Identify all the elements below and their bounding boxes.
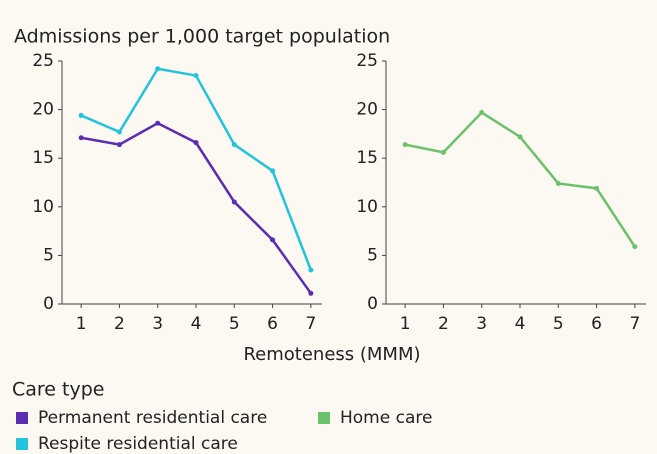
y-tick-label: 5: [367, 245, 378, 265]
y-tick-label: 15: [356, 148, 378, 168]
point: [270, 237, 276, 243]
x-tick-label: 2: [438, 314, 449, 334]
x-axis-label: Remoteness (MMM): [243, 344, 420, 365]
y-tick-label: 5: [43, 245, 54, 265]
legend-label: Respite residential care: [38, 434, 238, 454]
point: [308, 267, 314, 273]
point: [308, 290, 314, 296]
point: [632, 244, 638, 250]
y-tick-label: 25: [32, 51, 54, 71]
x-tick-label: 3: [476, 314, 487, 334]
x-tick-label: 4: [191, 314, 202, 334]
point: [440, 149, 446, 155]
point: [155, 66, 161, 72]
x-tick-label: 5: [553, 314, 564, 334]
x-tick-label: 7: [305, 314, 316, 334]
x-tick-label: 1: [400, 314, 411, 334]
point: [555, 180, 561, 186]
legend-label: Home care: [340, 408, 432, 428]
x-tick-label: 7: [629, 314, 640, 334]
chart-title: Admissions per 1,000 target population: [14, 26, 390, 48]
point: [155, 120, 161, 126]
legend-swatch: [16, 412, 28, 424]
y-tick-label: 25: [356, 51, 378, 71]
y-tick-label: 0: [367, 294, 378, 314]
point: [270, 168, 276, 174]
y-tick-label: 20: [32, 100, 54, 120]
y-tick-label: 10: [356, 197, 378, 217]
legend-swatch: [318, 412, 330, 424]
y-tick-label: 10: [32, 197, 54, 217]
point: [78, 112, 84, 118]
point: [116, 129, 122, 135]
legend-title: Care type: [12, 379, 104, 401]
point: [193, 73, 199, 79]
point: [402, 142, 408, 148]
x-tick-label: 3: [152, 314, 163, 334]
legend-swatch: [16, 438, 28, 450]
x-tick-label: 6: [267, 314, 278, 334]
point: [479, 110, 485, 116]
point: [594, 185, 600, 191]
legend-label: Permanent residential care: [38, 408, 267, 428]
point: [517, 134, 523, 140]
point: [231, 142, 237, 148]
point: [193, 140, 199, 146]
y-tick-label: 0: [43, 294, 54, 314]
x-tick-label: 6: [591, 314, 602, 334]
point: [116, 142, 122, 148]
point: [78, 135, 84, 141]
y-tick-label: 20: [356, 100, 378, 120]
point: [231, 199, 237, 205]
x-tick-label: 2: [114, 314, 125, 334]
x-tick-label: 1: [76, 314, 87, 334]
x-tick-label: 4: [515, 314, 526, 334]
y-tick-label: 15: [32, 148, 54, 168]
x-tick-label: 5: [229, 314, 240, 334]
